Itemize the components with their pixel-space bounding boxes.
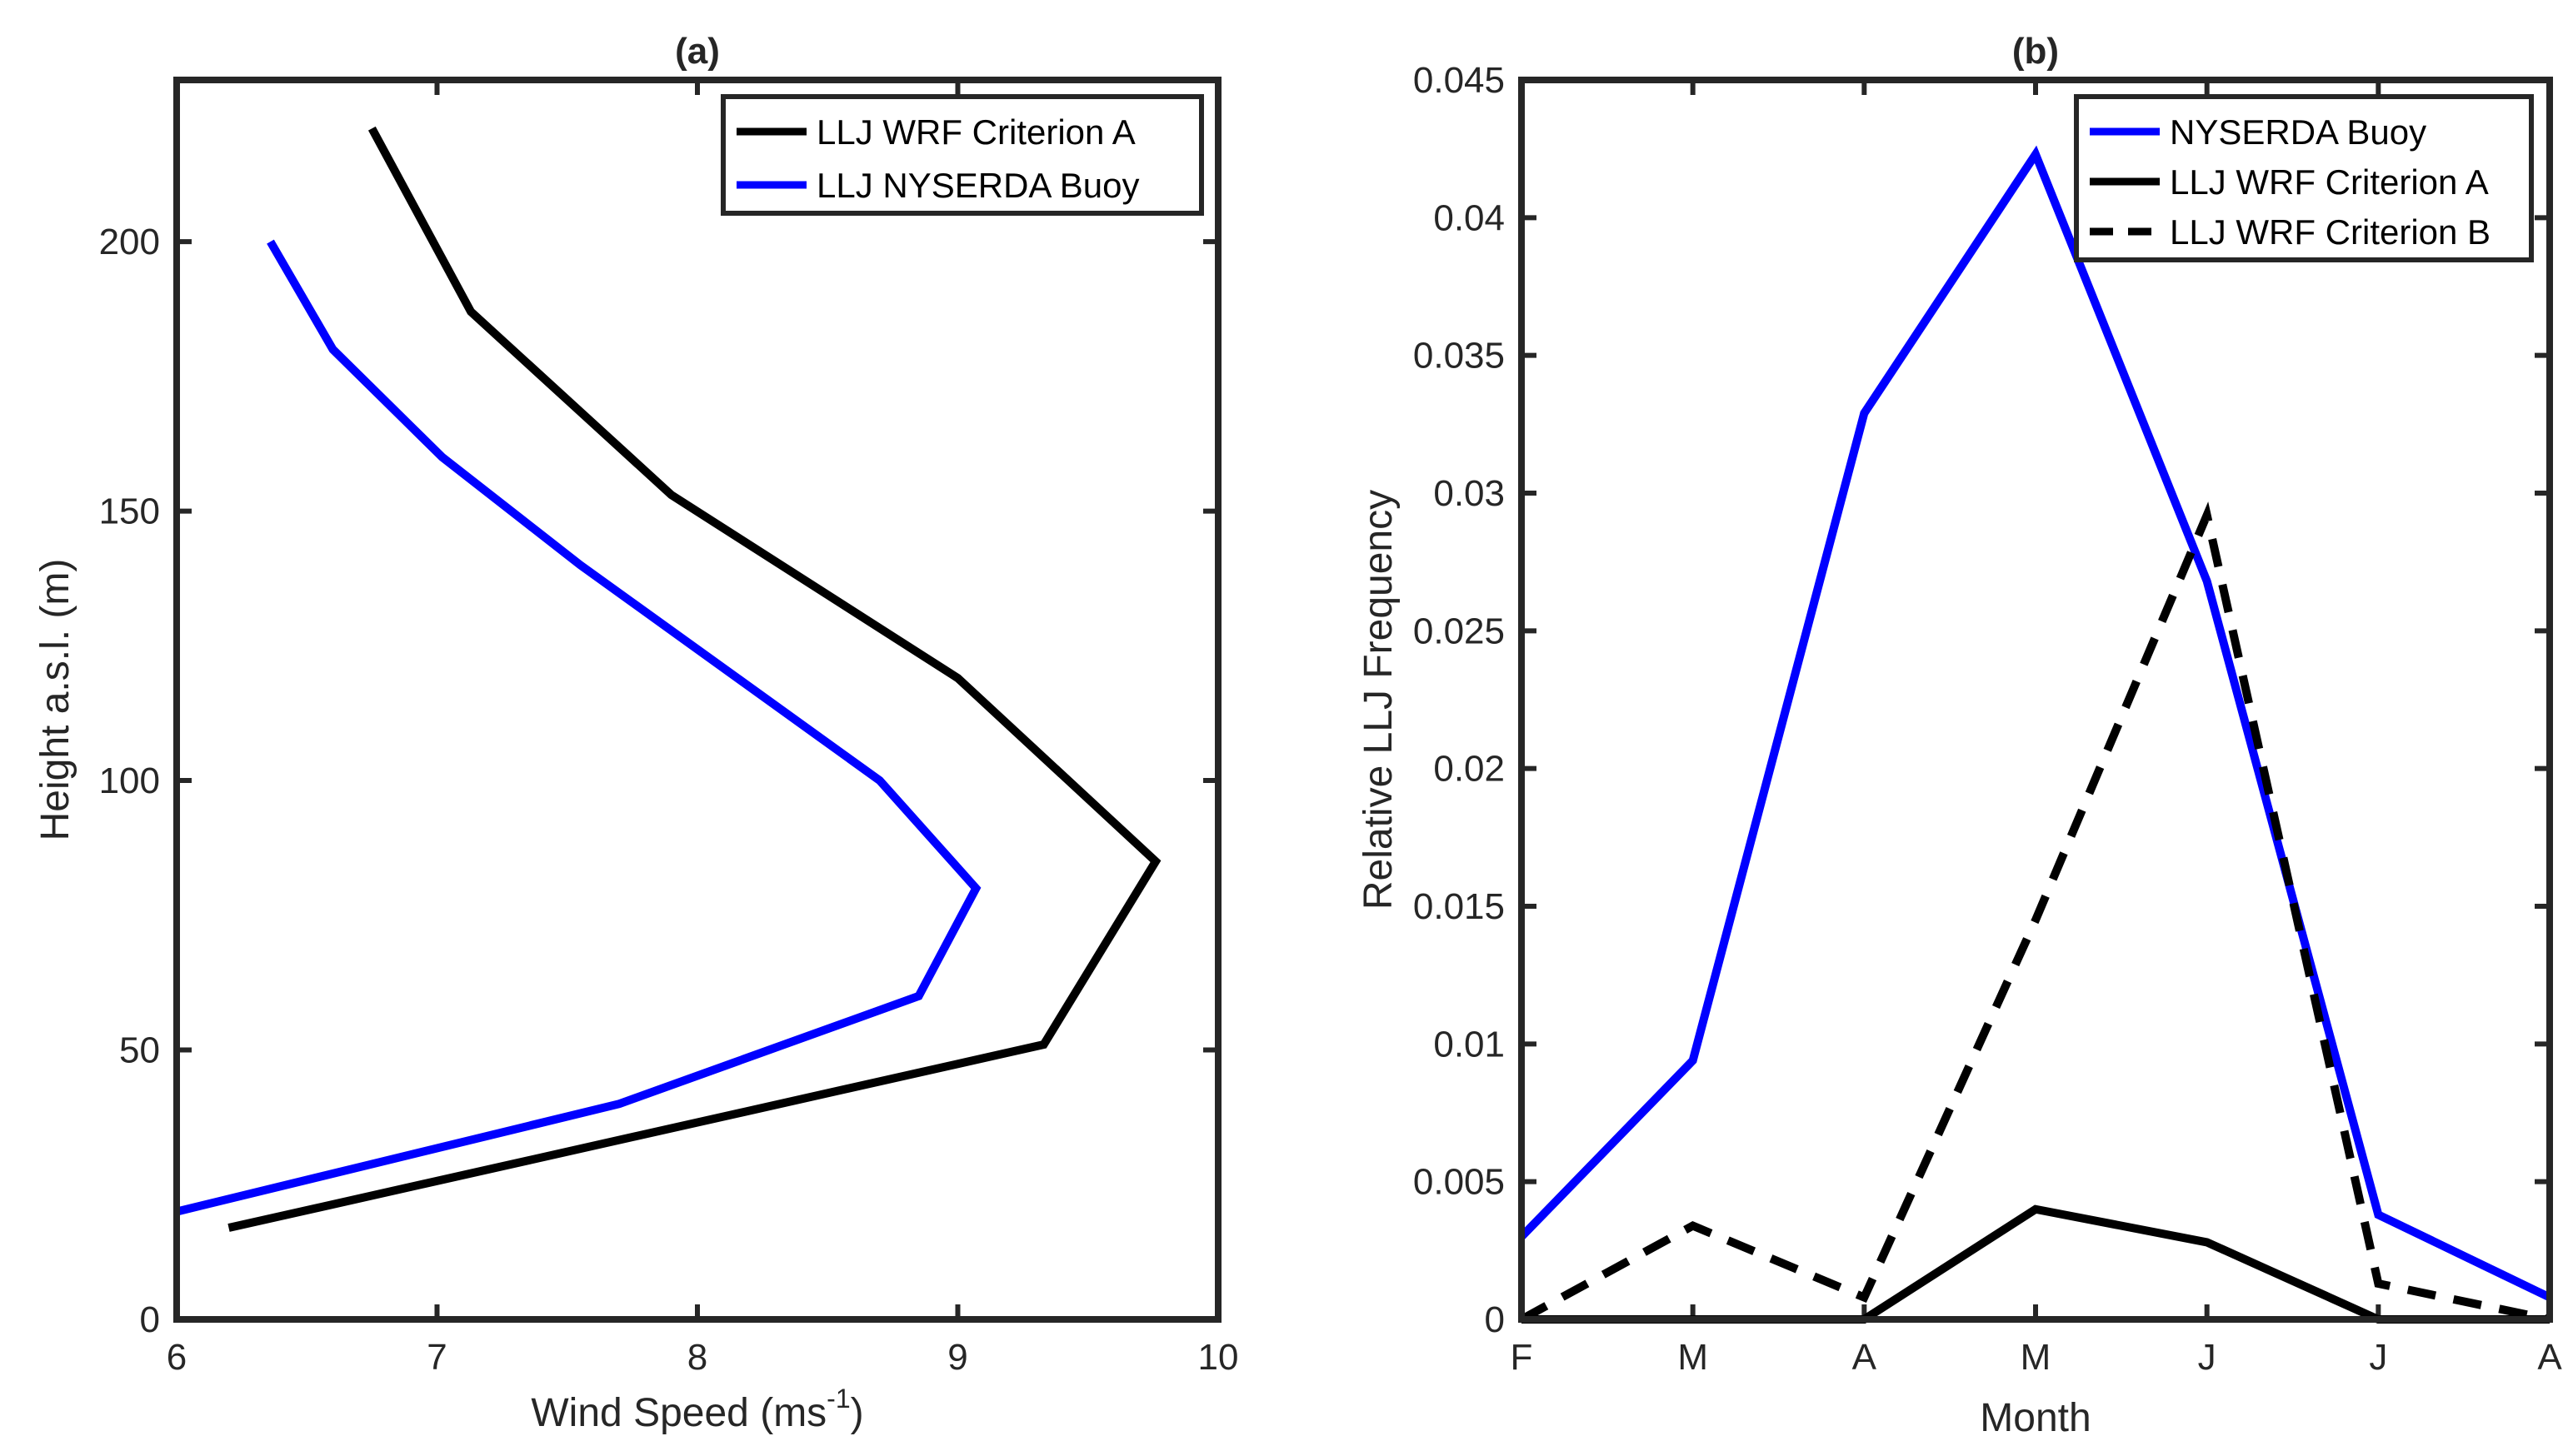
panel-a-axes-box: [173, 77, 1222, 1323]
panel-a-ytick-label: 200: [99, 222, 160, 262]
panel-a-series-line-llj-wrf-criterion-a: [227, 126, 1162, 1232]
panel-b-ytick-label: 0.045: [1413, 60, 1505, 101]
panel-b-title: (b): [2012, 31, 2059, 72]
panel-b-xlabel: Month: [1980, 1396, 2091, 1440]
panel-a-plot-area: [177, 80, 1218, 1319]
panel-b-xtick-label: M: [2021, 1337, 2051, 1378]
legend-label-nyserda-buoy: NYSERDA Buoy: [2170, 112, 2426, 152]
legend-label-llj-wrf-a: LLJ WRF Criterion A: [817, 112, 1136, 152]
panel-a-legend-box: [721, 94, 1204, 216]
legend-label-wrf-b: LLJ WRF Criterion B: [2170, 212, 2491, 252]
panel-a-ytick-label: 50: [119, 1030, 160, 1071]
panel-b-axes-box: [1518, 77, 2553, 1323]
panel-b-ytick-label: 0.005: [1413, 1162, 1505, 1203]
panel-b-ytick-label: 0.015: [1413, 886, 1505, 927]
panel-a-ytick-label: 100: [99, 760, 160, 801]
panel-b-ytick-label: 0: [1485, 1299, 1505, 1340]
panel-a-ytick-label: 0: [140, 1299, 160, 1340]
panel-b-xtick-label: J: [2198, 1337, 2216, 1378]
panel-a-xtick-label: 8: [687, 1337, 707, 1378]
panel-b-plot-area: [1521, 80, 2550, 1319]
panel-b-ticks: F M A M J J A 0 0.005 0.01 0.015 0.02 0.025 0.03 0.035…: [1413, 60, 2562, 1378]
panel-b-ytick-label: 0.02: [1433, 749, 1505, 790]
panel-b-legend: NYSERDA Buoy LLJ WRF Criterion A LLJ WRF…: [2074, 94, 2534, 262]
panel-b-ytick-label: 0.01: [1433, 1024, 1505, 1065]
panel-a-title: (a): [675, 31, 720, 72]
panel-b-xtick-label: A: [1852, 1337, 1877, 1378]
panel-a-xtick-label: 9: [947, 1337, 967, 1378]
panel-a-ylabel: Height a.s.l. (m): [33, 559, 77, 841]
panel-b: (b) F M A M J J A 0 0.005 0.01 0.015 0.02 0.025 0.03 0…: [1356, 31, 2562, 1440]
panel-a-series: [175, 126, 1162, 1232]
panel-b-series-line-llj-wrf-criterion-b: [1519, 501, 2551, 1324]
panel-a-ytick-label: 150: [99, 491, 160, 532]
panel-a-xtick-label: 7: [427, 1337, 447, 1378]
panel-a-xlabel-main: Wind Speed (ms: [531, 1391, 827, 1435]
panel-b-xtick-label: J: [2369, 1337, 2387, 1378]
legend-label-wrf-a: LLJ WRF Criterion A: [2170, 162, 2489, 202]
panel-b-series-line-nyserda-buoy: [1518, 145, 2552, 1302]
panel-b-ytick-label: 0.04: [1433, 197, 1505, 238]
panel-b-ytick-label: 0.025: [1413, 611, 1505, 651]
legend-label-llj-nyserda: LLJ NYSERDA Buoy: [817, 166, 1140, 205]
panel-b-xtick-label: F: [1511, 1337, 1533, 1378]
panel-a-xlabel-end: ): [851, 1391, 864, 1435]
panel-b-ytick-label: 0.03: [1433, 473, 1505, 514]
panel-a-xlabel: Wind Speed (ms-1): [531, 1384, 863, 1435]
panel-a-xlabel-sup: -1: [827, 1384, 850, 1414]
panel-a-series-line-llj-nyserda-buoy: [175, 239, 982, 1216]
panel-b-ytick-label: 0.035: [1413, 336, 1505, 376]
panel-a-xtick-label: 10: [1198, 1337, 1239, 1378]
panel-b-xtick-label: M: [1677, 1337, 1708, 1378]
panel-b-xtick-label: A: [2537, 1337, 2562, 1378]
panel-b-ylabel: Relative LLJ Frequency: [1356, 490, 1401, 910]
panel-a-xtick-label: 6: [167, 1337, 187, 1378]
panel-a-legend: LLJ WRF Criterion A LLJ NYSERDA Buoy: [721, 94, 1204, 216]
